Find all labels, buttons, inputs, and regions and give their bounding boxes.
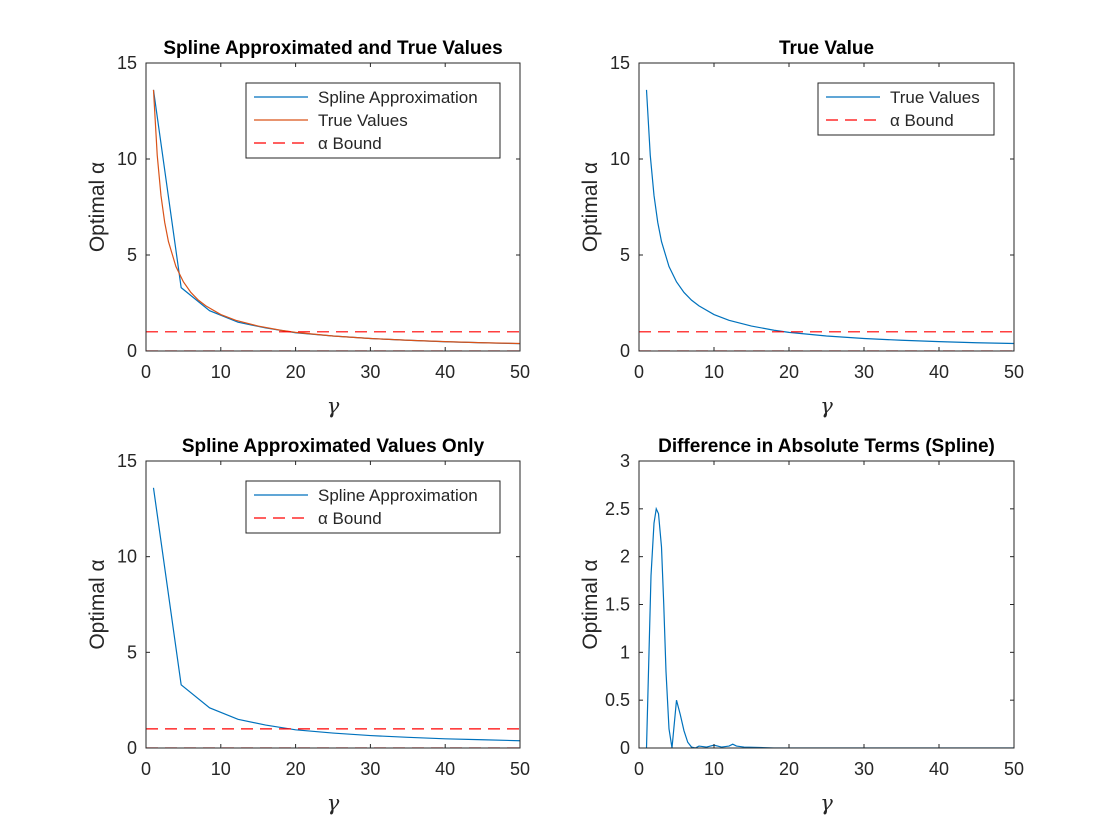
x-axis-label: γ: [820, 394, 833, 418]
legend-box: [817, 82, 995, 136]
y-axis-label: Optimal α: [86, 162, 109, 252]
axes-frame: [638, 62, 1015, 352]
y-tick-label: 2.5: [605, 499, 630, 519]
x-tick-label: 30: [360, 759, 380, 779]
y-tick-label: 5: [127, 642, 137, 662]
y-tick-label: 5: [127, 245, 137, 265]
x-tick-label: 20: [779, 759, 799, 779]
x-tick-label: 0: [634, 759, 644, 779]
subplot-spline-and-true: 0 10 20 30 40 50 0 5 10 15 Spline Approximated and…: [86, 38, 530, 418]
x-tick-label: 20: [286, 759, 306, 779]
chart-title: Spline Approximated Values Only: [182, 436, 485, 457]
x-tick-label: 50: [1004, 759, 1024, 779]
legend-label: True Values: [890, 88, 980, 107]
y-tick-label: 10: [117, 149, 137, 169]
axes-frame: [145, 62, 521, 352]
series-group: [146, 89, 520, 351]
legend-label: Spline Approximation: [318, 486, 478, 505]
y-tick-label: 10: [117, 547, 137, 567]
y-tick-label: 0: [620, 738, 630, 758]
legend-label: α Bound: [318, 509, 382, 528]
axes-frame: [638, 460, 1015, 749]
y-tick-label: 0: [620, 341, 630, 361]
x-tick-label: 0: [634, 362, 644, 382]
legend: Spline Approximation α Bound: [245, 480, 501, 534]
subplot-spline-only: 0 10 20 30 40 50 0 5 10 15 Spline Approximated Val…: [86, 436, 530, 815]
y-tick-label: 5: [620, 245, 630, 265]
chart-title: Spline Approximated and True Values: [163, 38, 502, 59]
x-tick-label: 40: [435, 759, 455, 779]
x-tick-label: 10: [211, 759, 231, 779]
x-tick-label: 0: [141, 362, 151, 382]
legend-label: True Values: [318, 111, 408, 130]
x-axis-label: γ: [820, 791, 833, 815]
y-axis-label: Optimal α: [579, 559, 602, 649]
y-tick-label: 15: [117, 53, 137, 73]
series-spline-approximation-line: [152, 487, 520, 742]
legend-box: [245, 480, 501, 534]
subplot-difference: 0 10 20 30 40 50 0 0.5 1 1.5 2 2.5 3 Difference in Ab…: [579, 436, 1024, 815]
x-tick-label: 10: [704, 759, 724, 779]
legend-label: α Bound: [318, 134, 382, 153]
x-tick-label: 10: [704, 362, 724, 382]
x-tick-label: 40: [435, 362, 455, 382]
series-group: [639, 89, 1014, 351]
chart-title: Difference in Absolute Terms (Spline): [658, 436, 995, 457]
legend: Spline Approximation True Values α Bound: [245, 82, 501, 159]
x-tick-label: 50: [1004, 362, 1024, 382]
x-tick-label: 30: [854, 759, 874, 779]
y-axis-label: Optimal α: [86, 559, 109, 649]
y-tick-label: 2: [620, 547, 630, 567]
x-tick-label: 30: [854, 362, 874, 382]
y-tick-label: 3: [620, 451, 630, 471]
x-axis-label: γ: [327, 394, 340, 418]
y-tick-label: 15: [117, 451, 137, 471]
x-tick-label: 40: [929, 759, 949, 779]
legend: True Values α Bound: [817, 82, 995, 136]
y-tick-label: 10: [610, 149, 630, 169]
x-tick-label: 50: [510, 759, 530, 779]
x-tick-label: 30: [360, 362, 380, 382]
subplot-true-value: 0 10 20 30 40 50 0 5 10 15 True Value γ Optimal α Tru…: [579, 38, 1024, 418]
series-0-line: [645, 506, 1014, 748]
y-tick-label: 0.5: [605, 690, 630, 710]
series-true-values-line: [645, 89, 1014, 345]
legend-label: α Bound: [890, 111, 954, 130]
series-group: [146, 487, 520, 748]
y-tick-label: 1: [620, 642, 630, 662]
chart-title: True Value: [779, 38, 874, 59]
x-tick-label: 0: [141, 759, 151, 779]
y-tick-label: 0: [127, 341, 137, 361]
x-tick-label: 40: [929, 362, 949, 382]
series-true-values-line: [152, 89, 520, 345]
legend-label: Spline Approximation: [318, 88, 478, 107]
y-tick-label: 1.5: [605, 595, 630, 615]
series-group: [645, 506, 1014, 748]
axes-frame: [145, 460, 521, 749]
y-axis-label: Optimal α: [579, 162, 602, 252]
x-tick-label: 50: [510, 362, 530, 382]
x-axis-label: γ: [327, 791, 340, 815]
x-tick-label: 20: [779, 362, 799, 382]
x-tick-label: 10: [211, 362, 231, 382]
y-tick-label: 15: [610, 53, 630, 73]
x-tick-label: 20: [286, 362, 306, 382]
y-tick-label: 0: [127, 738, 137, 758]
